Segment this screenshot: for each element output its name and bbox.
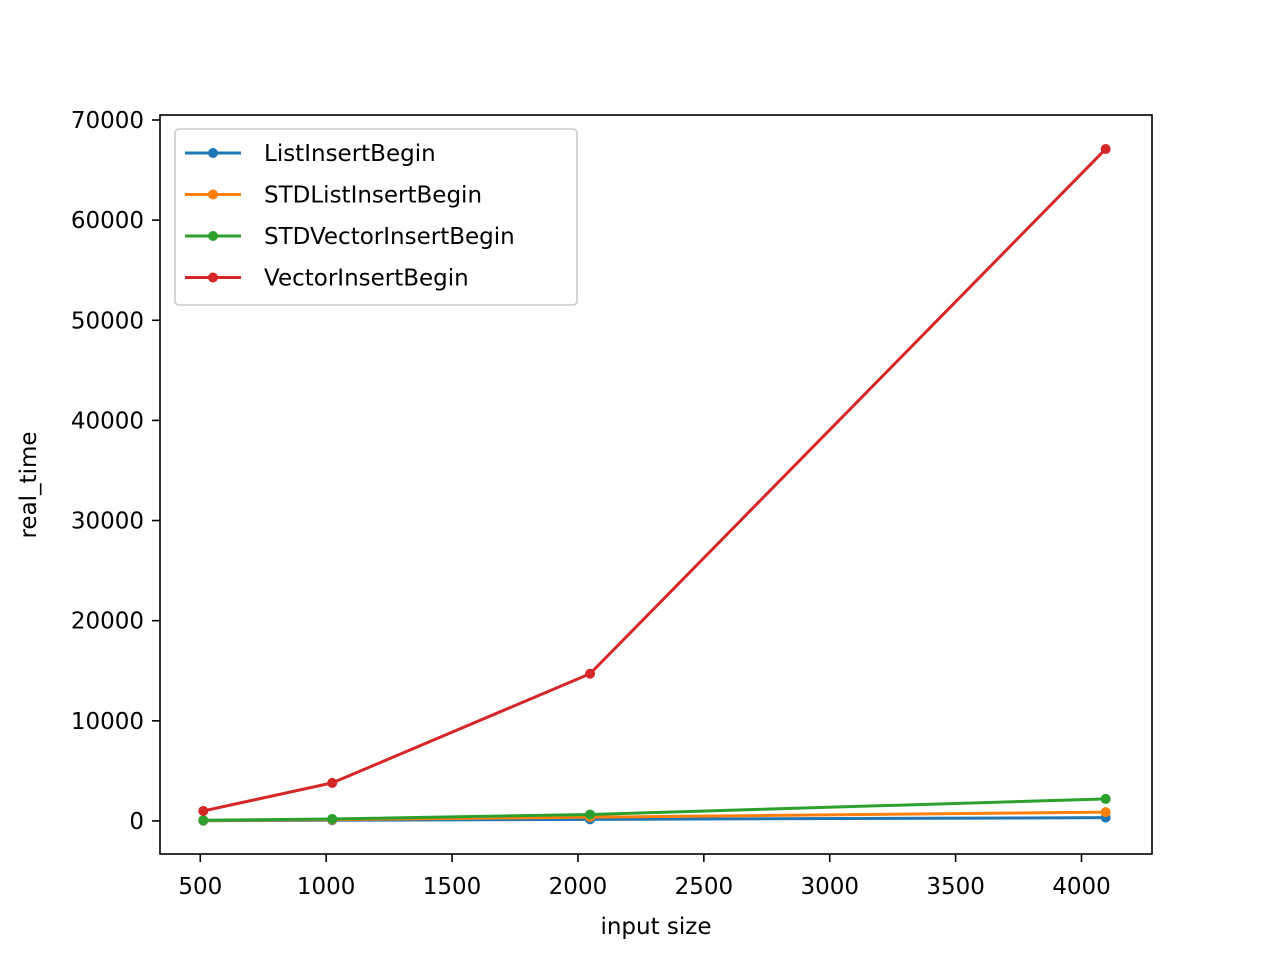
legend-swatch-marker: [208, 148, 218, 158]
data-point: [1100, 144, 1111, 155]
data-point: [327, 813, 338, 824]
y-tick-label: 30000: [71, 509, 144, 535]
legend-box: [174, 128, 578, 306]
x-tick-label: 3000: [800, 874, 859, 900]
legend-item: STDListInsertBegin: [185, 183, 482, 209]
data-point: [1100, 807, 1111, 818]
y-tick-label: 10000: [71, 709, 144, 735]
x-tick-label: 1000: [297, 874, 356, 900]
y-tick-label: 40000: [71, 408, 144, 434]
legend-label: STDListInsertBegin: [264, 183, 482, 209]
legend-swatch-marker: [208, 231, 218, 241]
x-tick-label: 2500: [675, 874, 734, 900]
data-point: [198, 805, 209, 816]
legend-item: VectorInsertBegin: [185, 266, 469, 292]
data-point: [198, 815, 209, 826]
y-axis-label: real_time: [16, 431, 42, 538]
y-tick-label: 0: [129, 809, 144, 835]
legend-swatch-marker: [208, 189, 218, 200]
y-tick-label: 20000: [71, 609, 144, 635]
legend-swatch-marker: [208, 272, 218, 283]
y-tick-label: 60000: [71, 208, 144, 234]
series-layer: [198, 144, 1111, 826]
data-point: [585, 668, 596, 679]
data-point: [585, 809, 596, 820]
x-tick-label: 3500: [926, 874, 985, 900]
legend-label: STDVectorInsertBegin: [264, 224, 515, 250]
series-line: [201, 146, 1108, 813]
data-point: [327, 777, 338, 788]
x-axis: 500 1000 1500 2000 2500 3000 3500 4000: [178, 854, 1111, 900]
legend-item: STDVectorInsertBegin: [185, 224, 515, 250]
plot-frame: [159, 114, 1153, 855]
x-axis-label: input size: [600, 914, 711, 940]
x-tick-label: 500: [178, 874, 222, 900]
data-point: [1100, 793, 1111, 804]
series-line: [201, 797, 1108, 822]
legend-label: VectorInsertBegin: [264, 266, 469, 292]
legend: ListInsertBegin STDListInsertBegin STDVect…: [174, 128, 578, 306]
x-tick-label: 4000: [1052, 874, 1111, 900]
y-axis: 0 10000 20000 30000 40000 50000 60000 70000: [71, 108, 160, 835]
y-tick-label: 70000: [71, 108, 144, 134]
legend-label: ListInsertBegin: [264, 141, 436, 167]
x-tick-label: 1500: [423, 874, 482, 900]
series-STDVectorInsertBegin: [198, 793, 1111, 826]
y-tick-label: 50000: [71, 308, 144, 334]
x-tick-label: 2000: [549, 874, 608, 900]
legend-item: ListInsertBegin: [185, 141, 436, 167]
series-VectorInsertBegin: [198, 144, 1111, 816]
